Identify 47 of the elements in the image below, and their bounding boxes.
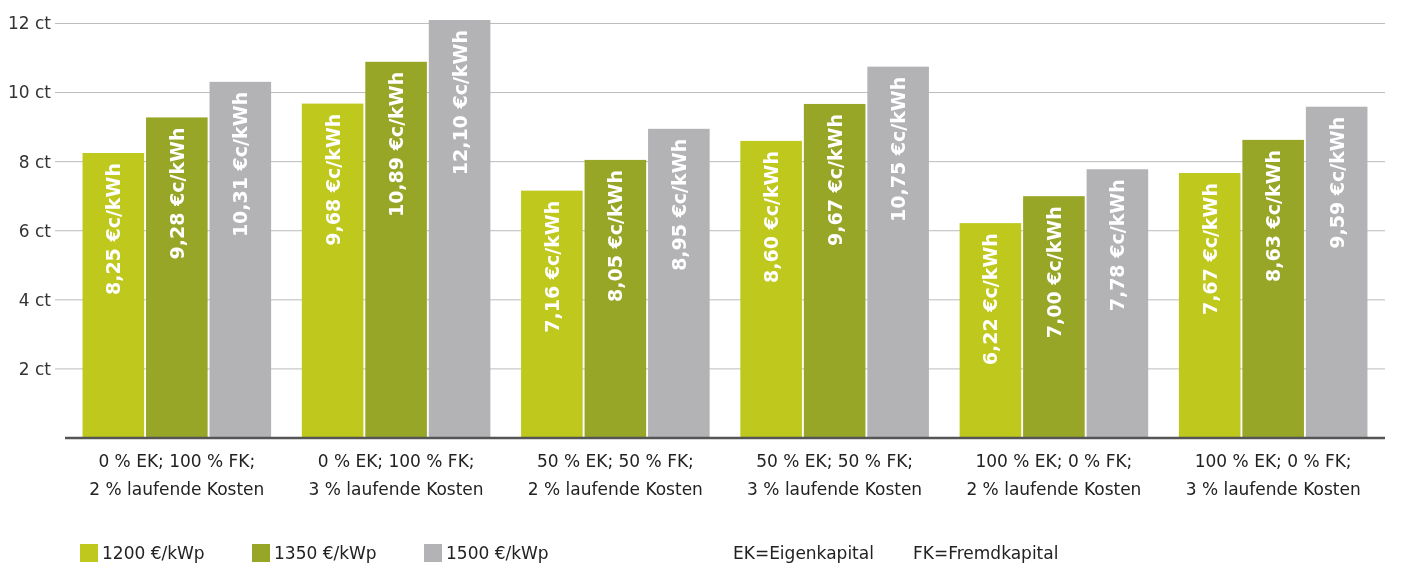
text: EK=Eigenkapital <box>733 542 874 563</box>
bar <box>1178 173 1241 438</box>
data-label: 8,25 €c/kWh <box>102 163 125 296</box>
data-label: 10,31 €c/kWh <box>229 91 252 238</box>
x-tick-label: 0 % EK; 100 % FK; 3 % laufende Kosten <box>308 451 484 499</box>
legend-label: 1350 €/kWp <box>274 542 377 563</box>
data-label: 12,10 €c/kWh <box>448 30 471 176</box>
bar <box>1023 196 1085 438</box>
bar <box>301 103 364 438</box>
data-label: 7,16 €c/kWh <box>540 200 563 333</box>
x-tick-label: 50 % EK; 50 % FK; 2 % laufende Kosten <box>527 451 703 499</box>
y-tick-label: 10 ct <box>7 82 52 103</box>
y-tick-label: 2 ct <box>18 358 52 379</box>
x-tick-label: 50 % EK; 50 % FK; 3 % laufende Kosten <box>747 451 923 499</box>
bar <box>365 61 427 438</box>
data-label: 8,60 €c/kWh <box>760 150 783 283</box>
data-label: 8,63 €c/kWh <box>1262 149 1285 282</box>
data-label: 7,78 €c/kWh <box>1106 179 1129 312</box>
legend-label: 1500 €/kWp <box>446 542 549 563</box>
bar <box>803 103 866 438</box>
bar <box>1242 139 1304 438</box>
data-label: 9,67 €c/kWh <box>823 113 846 246</box>
y-tick-label: 4 ct <box>18 289 52 310</box>
bar <box>740 140 802 438</box>
bar <box>82 153 145 438</box>
bar <box>584 159 647 438</box>
x-tick-label: 100 % EK; 0 % FK; 2 % laufende Kosten <box>966 451 1142 499</box>
data-label: 9,59 €c/kWh <box>1325 116 1348 249</box>
y-tick-label: 8 ct <box>18 151 52 172</box>
data-label: 9,68 €c/kWh <box>321 113 344 246</box>
y-tick-label: 12 ct <box>7 13 52 34</box>
legend-label: 1200 €/kWp <box>102 542 205 563</box>
data-label: 8,05 €c/kWh <box>604 169 627 302</box>
bar <box>521 190 583 438</box>
data-label: 9,28 €c/kWh <box>165 127 188 260</box>
bar <box>959 223 1022 438</box>
data-label: 6,22 €c/kWh <box>979 233 1002 366</box>
data-label: 10,75 €c/kWh <box>887 76 910 222</box>
data-label: 10,89 €c/kWh <box>385 71 408 218</box>
bar <box>146 117 208 438</box>
data-label: 8,95 €c/kWh <box>667 138 690 271</box>
data-label: 7,00 €c/kWh <box>1042 206 1065 339</box>
x-tick-label: 100 % EK; 0 % FK; 3 % laufende Kosten <box>1185 451 1361 499</box>
y-tick-label: 6 ct <box>18 220 52 241</box>
data-label: 7,67 €c/kWh <box>1198 183 1221 316</box>
text: FK=Fremdkapital <box>913 542 1059 563</box>
x-tick-label: 0 % EK; 100 % FK; 2 % laufende Kosten <box>89 451 265 499</box>
